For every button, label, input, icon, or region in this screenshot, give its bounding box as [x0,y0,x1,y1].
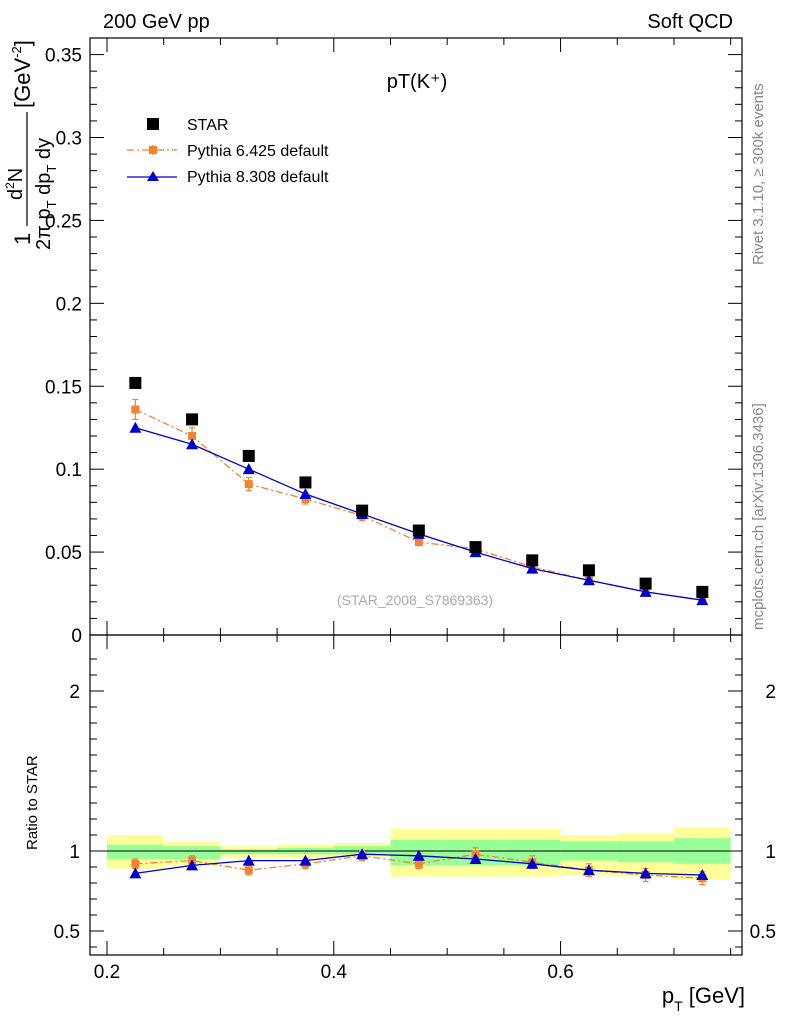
ratio-pythia8-point [186,859,199,871]
y-tick-label: 0.2 [56,294,82,315]
ratio-pythia6-point [131,859,140,868]
rivet-label: Rivet 3.1.10, ≥ 300k events [750,83,767,265]
ratio-pythia8-point [582,864,595,876]
x-tick-label: 0.4 [321,962,348,983]
svg-text:[GeV-2]: [GeV-2] [9,40,35,108]
ratio-pythia8-point [299,854,312,866]
star-point [356,504,369,517]
plot-title: pT(K⁺) [387,71,448,93]
legend-entry-pythia6: Pythia 6.425 default [127,143,329,160]
y-tick-label: 0.05 [45,543,82,564]
ratio-y-tick-label: 1 [69,842,80,863]
ratio-pythia8-point [129,867,142,879]
x-axis-label: pT [GeV] [662,983,745,1014]
ratio-pythia8-point [412,849,425,861]
ratio-band-inner [220,849,278,855]
pythia6-line [135,408,703,601]
ratio-y-tick-label-right: 1 [765,842,776,863]
ratio-pythia6-point [414,859,423,868]
pythia8-point [129,421,142,433]
star-point [639,577,652,590]
ratio-pythia8-point [696,869,709,880]
mcplots-label: mcplots.cern.ch [arXiv:1306.3436] [750,403,767,630]
pythia8-point [242,463,255,475]
pythia6-point [188,432,197,440]
main-plot: 0 0.05 0.1 0.15 0.2 0.25 0.3 0.35 [45,37,743,647]
pythia8-point [639,585,652,597]
star-point [582,564,595,577]
svg-text:d2N: d2N [3,168,27,200]
y-tick-label: 0.35 [45,46,82,67]
ratio-pythia6-point [244,866,253,875]
pythia6-point [131,405,140,414]
svg-text:2π pT dpT dy: 2π pT dpT dy [33,138,59,250]
star-point [412,524,425,537]
pythia8-line [135,427,703,601]
y-tick-label: 0.25 [45,211,82,232]
star-point [242,449,255,462]
legend-entry-star: STAR [147,117,228,134]
ratio-pythia8-point [469,853,482,864]
ratio-band-inner [617,841,674,863]
pythia6-point [244,480,253,489]
svg-text:Pythia 8.308 default: Pythia 8.308 default [187,169,329,186]
header-left: 200 GeV pp [103,11,210,33]
ratio-pythia8-point [639,867,652,879]
star-point [526,554,539,567]
legend-entry-pythia8: Pythia 8.308 default [127,169,329,186]
svg-text:1: 1 [10,233,35,245]
ratio-band-inner [107,844,164,859]
pythia8-point [186,438,199,450]
svg-text:STAR: STAR [187,117,228,134]
ratio-y-tick-label-right: 0.5 [750,922,776,943]
star-point [129,376,142,389]
ratio-plot: 0.2 0.4 0.6 0.5 0.5 1 1 2 2 [54,634,776,983]
ratio-y-tick-label: 0.5 [54,922,80,943]
y-tick-label: 0.3 [56,129,82,150]
header-right: Soft QCD [647,11,733,33]
pythia8-point [582,574,595,586]
star-point [186,413,199,426]
ratio-frame [89,634,743,956]
pythia6-point [414,538,423,547]
ratio-pythia8-point [356,848,369,860]
x-tick-label: 0.6 [547,962,573,983]
ratio-band-inner [163,846,221,859]
ratio-y-tick-label: 2 [69,682,80,703]
y-tick-label: 0.15 [45,377,82,398]
star-point [696,585,709,598]
ratio-pythia8-point [526,857,539,869]
analysis-watermark: (STAR_2008_S7869363) [337,592,493,608]
svg-text:Pythia 6.425 default: Pythia 6.425 default [187,143,329,160]
x-tick-label: 0.2 [94,962,120,983]
ratio-y-label: Ratio to STAR [24,755,41,850]
ratio-y-tick-label-right: 2 [765,682,776,703]
ratio-pythia8-point [242,854,255,866]
star-point [299,476,312,489]
y-tick-label: 0 [71,626,82,647]
legend: STAR Pythia 6.425 default Pythia 8.308 d… [127,117,329,186]
star-point [469,541,482,554]
pythia8-point [526,562,539,574]
y-tick-label: 0.1 [56,460,82,481]
pythia8-point [696,594,709,606]
pythia8-point [299,488,312,500]
